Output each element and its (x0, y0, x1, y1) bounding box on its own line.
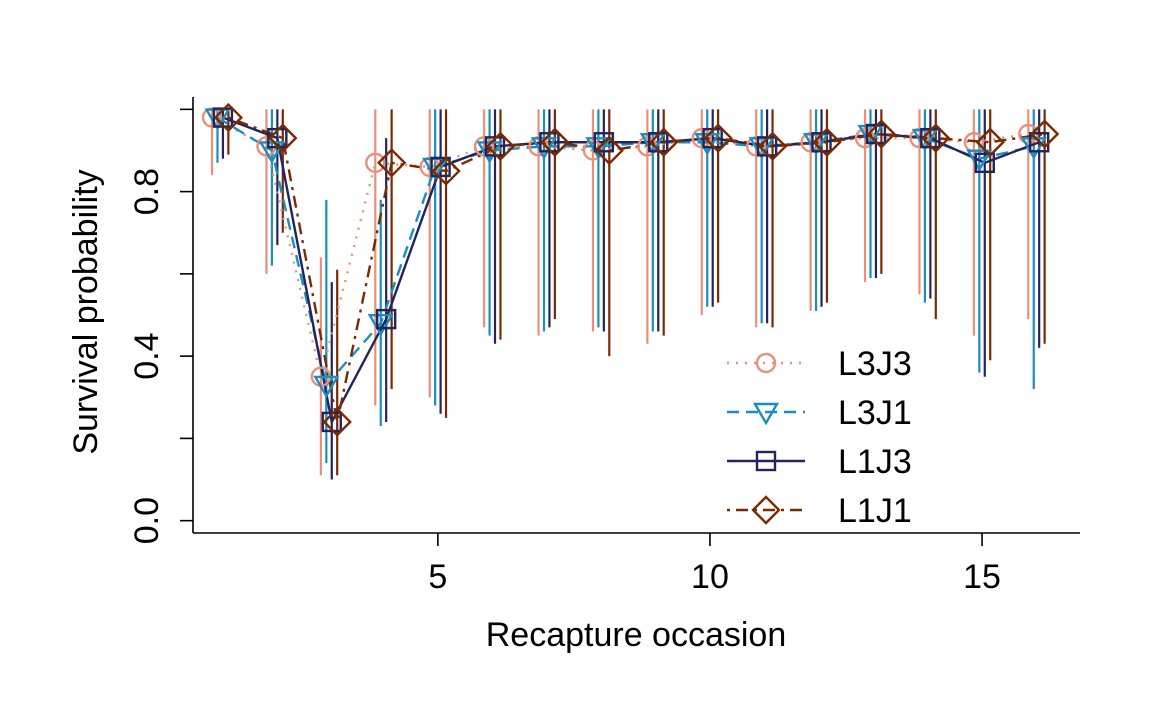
point-l1j1 (921, 123, 951, 153)
x-ticks: 5 10 15 (428, 533, 1001, 596)
point-l1j1 (1029, 119, 1060, 149)
point-l1j1 (485, 131, 516, 162)
point-l1j1 (975, 127, 1005, 157)
point-l1j1 (322, 407, 352, 437)
point-l1j1 (376, 148, 407, 178)
point-l3j3 (473, 136, 495, 157)
series-lines (211, 116, 1045, 426)
legend-marker-l3j3 (755, 352, 777, 374)
legend-label-l1j3: L1J3 (838, 443, 912, 481)
point-l1j1 (594, 135, 624, 166)
error-bars (210, 109, 1046, 480)
legend-label-l3j3: L3J3 (838, 345, 912, 383)
point-l1j1 (649, 127, 679, 157)
point-l3j1 (1020, 137, 1047, 160)
x-tick-label: 5 (428, 558, 447, 596)
point-l1j1 (812, 127, 842, 157)
point-l1j1 (431, 156, 461, 186)
point-l3j1 (367, 314, 394, 337)
legend-label-l1j1: L1J1 (838, 492, 912, 530)
point-l1j3 (974, 152, 995, 174)
legend-marker-l1j3 (755, 450, 777, 472)
series-line-l1j3 (222, 116, 1040, 426)
y-tick-label: 0.4 (128, 332, 166, 379)
y-tick-label: 0.0 (128, 497, 166, 544)
point-l3j1 (476, 141, 503, 164)
y-ticks: 0.0 0.4 0.8 (128, 108, 193, 544)
point-l1j1 (268, 123, 298, 153)
point-l3j1 (966, 149, 993, 173)
point-l1j1 (703, 123, 733, 153)
point-l3j3 (691, 127, 713, 149)
point-l1j3 (430, 156, 451, 178)
series-line-l3j3 (211, 116, 1029, 377)
x-tick-label: 15 (963, 558, 1001, 596)
point-l3j1 (585, 137, 612, 160)
legend-marker-l3j1 (752, 402, 780, 426)
series-line-l1j1 (227, 116, 1045, 423)
point-l3j1 (694, 133, 721, 156)
x-tick-label: 10 (691, 558, 729, 596)
axes (192, 97, 1080, 534)
y-tick-label: 0.8 (128, 168, 166, 215)
point-l1j1 (866, 119, 897, 149)
y-axis-title: Survival probability (67, 169, 105, 454)
point-l3j3 (365, 152, 386, 174)
series-points (201, 102, 1060, 437)
point-l3j1 (258, 141, 285, 164)
point-l1j3 (375, 308, 397, 330)
point-l1j1 (213, 102, 244, 133)
point-l1j1 (540, 127, 570, 157)
x-axis-title: Recapture occasion (486, 616, 787, 654)
legend: L3J3 L3J1 L1J3 L1J1 (727, 345, 912, 530)
legend-label-l3j1: L3J1 (838, 394, 912, 432)
point-l1j1 (757, 131, 788, 162)
legend-marker-l1j1 (751, 495, 781, 525)
point-l3j1 (313, 375, 340, 399)
point-l3j1 (530, 137, 558, 160)
